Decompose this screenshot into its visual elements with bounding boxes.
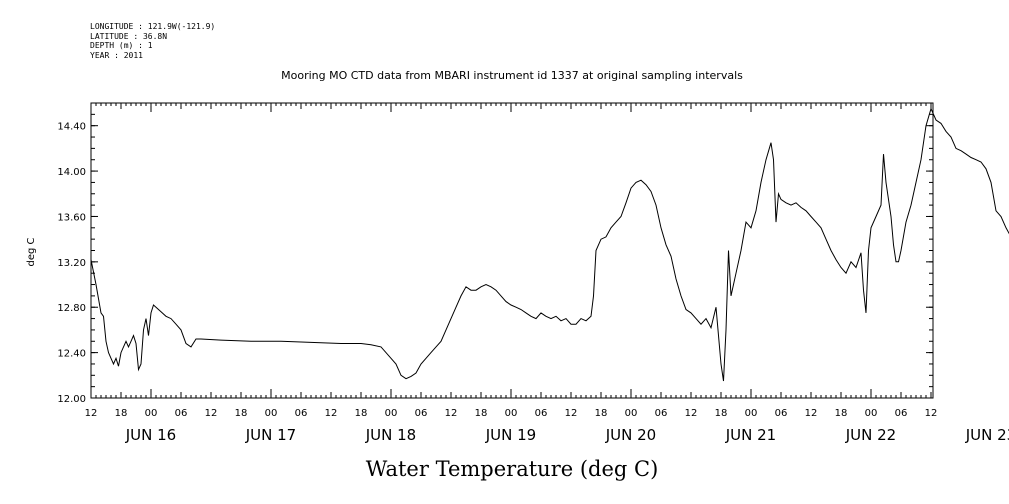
x-hour-label: 12 xyxy=(685,408,698,419)
x-hour-label: 00 xyxy=(145,408,158,419)
y-axis: 12.00 12.40 12.80 13.20 13.60 14.00 14.40 xyxy=(57,102,933,405)
x-hour-label: 18 xyxy=(595,408,608,419)
x-hour-label: 18 xyxy=(115,408,128,419)
y-tick-label: 13.60 xyxy=(57,212,86,223)
x-hour-label: 12 xyxy=(925,408,938,419)
x-hour-label: 06 xyxy=(535,408,548,419)
x-hour-label: 00 xyxy=(625,408,638,419)
x-day-label: JUN 18 xyxy=(365,426,416,444)
plot-frame xyxy=(90,102,934,399)
x-day-label: JUN 20 xyxy=(605,426,656,444)
x-hour-label: 12 xyxy=(85,408,98,419)
x-day-label: JUN 16 xyxy=(125,426,176,444)
x-day-label: JUN 19 xyxy=(485,426,536,444)
x-axis: 12 18 00 06 12 18 00 06 12 18 00 06 12 18 00 06 12 18 00 06… xyxy=(85,103,1009,444)
x-axis-label: Water Temperature (deg C) xyxy=(366,457,659,481)
depth-label: DEPTH (m) : 1 xyxy=(90,41,153,50)
x-hour-label: 18 xyxy=(835,408,848,419)
x-hour-label: 00 xyxy=(745,408,758,419)
x-hour-label: 12 xyxy=(805,408,818,419)
x-hour-label: 06 xyxy=(415,408,428,419)
x-hour-label: 06 xyxy=(655,408,668,419)
x-hour-label: 06 xyxy=(175,408,188,419)
x-hour-label: 18 xyxy=(475,408,488,419)
x-hour-label: 00 xyxy=(865,408,878,419)
x-hour-label: 12 xyxy=(205,408,218,419)
x-hour-label: 12 xyxy=(325,408,338,419)
x-hour-label: 06 xyxy=(895,408,908,419)
x-hour-label: 18 xyxy=(235,408,248,419)
series-line-water-temperature xyxy=(90,107,1009,382)
x-hour-label: 00 xyxy=(385,408,398,419)
x-day-label: JUN 23 xyxy=(965,426,1009,444)
x-day-label: JUN 17 xyxy=(245,426,296,444)
series-group xyxy=(90,107,1009,382)
x-hour-label: 06 xyxy=(775,408,788,419)
chart-title: Mooring MO CTD data from MBARI instrumen… xyxy=(281,69,743,82)
y-tick-label: 14.40 xyxy=(57,122,86,133)
y-tick-label: 13.20 xyxy=(57,258,86,269)
year-label: YEAR : 2011 xyxy=(90,50,143,60)
y-tick-label: 12.80 xyxy=(57,303,86,314)
y-tick-label: 12.00 xyxy=(57,394,86,405)
x-day-label: JUN 22 xyxy=(845,426,896,444)
x-hour-label: 18 xyxy=(715,408,728,419)
y-tick-label: 14.00 xyxy=(57,167,86,178)
x-hour-label: 12 xyxy=(565,408,578,419)
y-tick-label: 12.40 xyxy=(57,349,86,360)
x-hour-label: 18 xyxy=(355,408,368,419)
station-metadata: LONGITUDE : 121.9W(-121.9) LATITUDE : 36… xyxy=(90,22,215,60)
y-axis-label: deg C xyxy=(26,237,37,266)
x-hour-label: 00 xyxy=(265,408,278,419)
longitude-label: LONGITUDE : 121.9W(-121.9) xyxy=(90,22,216,31)
x-day-label: JUN 21 xyxy=(725,426,776,444)
x-hour-label: 12 xyxy=(445,408,458,419)
latitude-label: LATITUDE : 36.8N xyxy=(90,31,168,41)
x-hour-label: 06 xyxy=(295,408,308,419)
x-hour-label: 00 xyxy=(505,408,518,419)
